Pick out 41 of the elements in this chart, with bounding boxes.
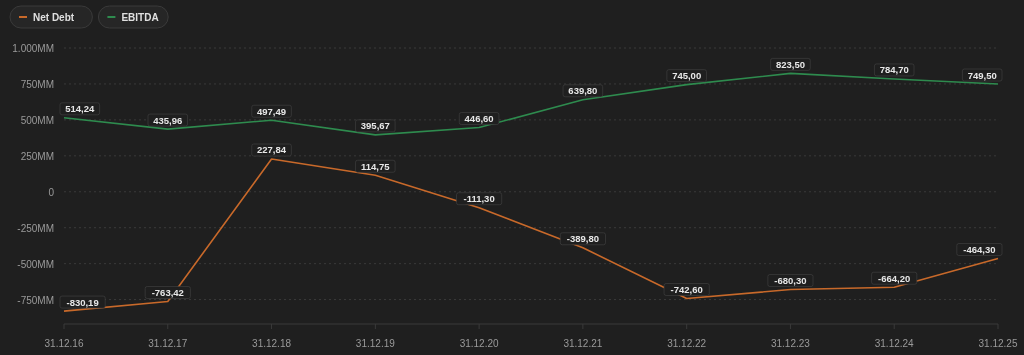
- data-label: -389,80: [566, 233, 600, 245]
- x-tick-label: 31.12.23: [770, 338, 811, 349]
- data-label: 114,75: [361, 160, 391, 172]
- x-tick-label: 31.12.22: [667, 338, 707, 349]
- data-label: -464,30: [963, 243, 996, 255]
- data-label: -763,42: [151, 286, 184, 298]
- y-tick-label: 500MM: [20, 114, 54, 126]
- x-tick-label: 31.12.21: [563, 338, 603, 349]
- x-tick-label: 31.12.19: [355, 338, 396, 349]
- data-label: 639,80: [568, 85, 598, 97]
- data-label: 435,96: [153, 114, 183, 126]
- y-tick-label: -500MM: [17, 258, 54, 270]
- y-tick-label: 250MM: [20, 150, 54, 162]
- data-label: 395,67: [360, 120, 390, 132]
- x-tick-label: 31.12.24: [874, 338, 915, 349]
- data-label: -830,19: [66, 296, 99, 308]
- data-label: -664,20: [878, 272, 911, 284]
- x-tick-label: 31.12.25: [978, 338, 1018, 349]
- data-label: 446,60: [464, 113, 494, 125]
- y-tick-label: 1.000MM: [12, 43, 54, 54]
- data-label: 749,50: [967, 69, 997, 81]
- data-label: 745,00: [672, 70, 702, 82]
- y-tick-label: 0: [48, 186, 55, 198]
- y-tick-label: -250MM: [17, 222, 54, 234]
- line-series: [63, 158, 999, 312]
- x-tick-label: 31.12.20: [459, 338, 500, 349]
- legend-label: Net Debt: [33, 12, 75, 23]
- data-label: -742,60: [670, 284, 703, 295]
- data-label: 497,49: [257, 105, 287, 117]
- y-tick-label: 750MM: [20, 78, 54, 90]
- data-label: 514,24: [65, 103, 96, 115]
- data-label: -111,30: [463, 193, 495, 205]
- data-label: 784,70: [879, 64, 909, 76]
- data-label: 227,84: [257, 144, 287, 156]
- x-tick-label: 31.12.17: [148, 338, 188, 349]
- x-tick-label: 31.12.18: [252, 338, 292, 349]
- data-label: -680,30: [774, 275, 807, 287]
- data-label: 823,50: [775, 58, 805, 70]
- x-tick-label: 31.12.16: [44, 338, 84, 349]
- legend-label: EBITDA: [121, 12, 159, 23]
- y-tick-label: -750MM: [17, 294, 54, 306]
